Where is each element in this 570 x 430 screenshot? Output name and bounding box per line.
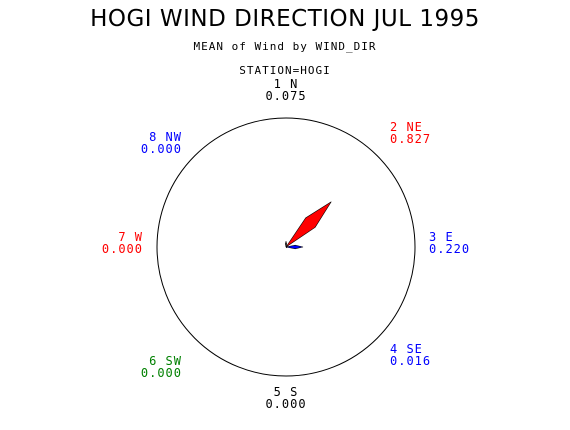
direction-value: 0.016 [390, 354, 431, 368]
direction-name: 6 SW [149, 354, 182, 368]
direction-name: 4 SE [390, 342, 423, 356]
chart-subtitle: MEAN of Wind by WIND_DIR [193, 40, 377, 53]
direction-label-sw: 6 SW0.000 [141, 354, 182, 380]
direction-name: 5 S [274, 385, 299, 399]
direction-label-nw: 8 NW0.000 [141, 130, 182, 156]
direction-name: 3 E [429, 230, 454, 244]
direction-name: 2 NE [390, 120, 423, 134]
direction-value: 0.000 [265, 397, 306, 411]
direction-name: 8 NW [149, 130, 182, 144]
wedge-ne [285, 201, 332, 248]
direction-value: 0.220 [429, 242, 470, 256]
direction-label-e: 3 E0.220 [429, 230, 470, 256]
direction-value: 0.000 [141, 142, 182, 156]
wedge-e [285, 244, 304, 250]
chart-title: HOGI WIND DIRECTION JUL 1995 [90, 6, 480, 32]
direction-value: 0.000 [102, 242, 143, 256]
wedge-group [285, 201, 332, 250]
direction-value: 0.000 [141, 366, 182, 380]
direction-value: 0.827 [390, 132, 431, 146]
rose-circle [156, 117, 416, 377]
station-label: STATION=HOGI [239, 64, 331, 77]
wedge-n [285, 241, 287, 248]
direction-name: 1 N [274, 77, 299, 91]
direction-label-n: 1 N0.075 [265, 77, 306, 103]
direction-label-ne: 2 NE0.827 [390, 120, 431, 146]
direction-name: 7 W [118, 230, 143, 244]
direction-label-w: 7 W0.000 [102, 230, 143, 256]
direction-value: 0.075 [265, 89, 306, 103]
direction-label-s: 5 S0.000 [265, 385, 306, 411]
wedge-se [285, 246, 288, 249]
direction-label-se: 4 SE0.016 [390, 342, 431, 368]
